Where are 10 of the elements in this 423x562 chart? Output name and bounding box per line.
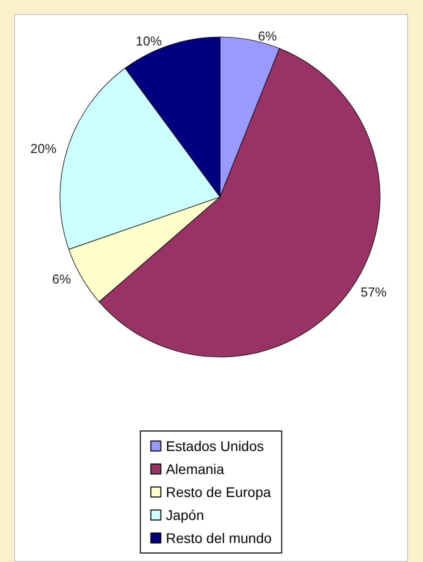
legend-label: Resto de Europa [166,484,272,500]
data-label: 6% [258,28,278,44]
data-label: 6% [52,272,72,286]
data-label: 20% [30,140,57,156]
legend-label: Resto del mundo [166,530,272,546]
data-label: 10% [136,34,162,49]
legend-label: Estados Unidos [166,438,264,454]
legend-label: Alemania [166,461,224,477]
data-label: 57% [360,284,388,300]
legend-label: Japón [166,507,204,523]
